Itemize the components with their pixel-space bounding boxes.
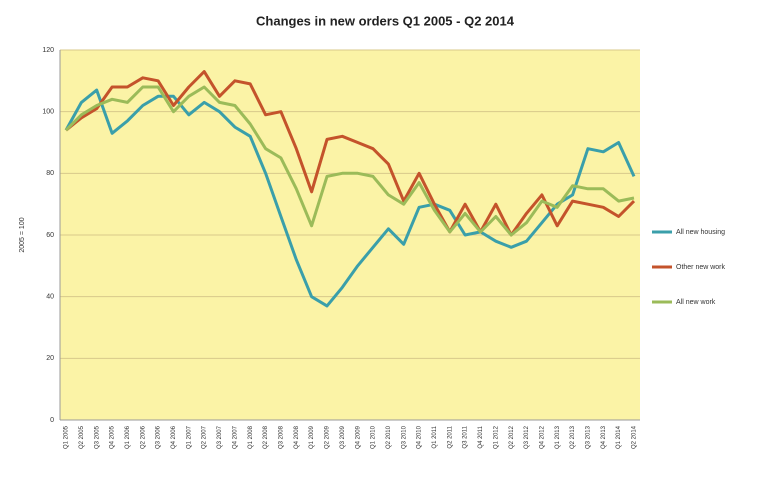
x-tick-label: Q1 2009: [309, 425, 315, 449]
x-tick-label: Q1 2013: [555, 425, 561, 449]
x-tick-label: Q2 2006: [140, 425, 146, 449]
line-series: [64, 88, 636, 308]
x-tick-label: Q1 2011: [432, 425, 438, 448]
x-tick-label: Q3 2007: [217, 425, 223, 449]
x-tick-label: Q4 2007: [232, 425, 238, 449]
line-series: [65, 70, 636, 237]
x-tick-label: Q3 2008: [278, 425, 284, 449]
x-tick-label: Q1 2010: [371, 425, 377, 449]
x-tick-label: Q1 2008: [248, 425, 254, 449]
x-tick-label: Q4 2006: [171, 425, 177, 449]
x-tick-label: Q3 2010: [401, 425, 407, 449]
x-tick-label: Q3 2005: [94, 425, 100, 449]
x-tick-label: Q1 2012: [493, 425, 499, 449]
x-tick-label: Q3 2012: [524, 425, 530, 449]
x-tick-label: Q2 2011: [447, 425, 453, 448]
y-axis-label: 2005 = 100: [19, 217, 26, 252]
y-tick-label: 0: [50, 417, 54, 424]
x-tick-label: Q2 2013: [570, 425, 576, 449]
x-tick-label: Q4 2005: [110, 425, 116, 449]
x-tick-label: Q4 2008: [294, 425, 300, 449]
x-tick-label: Q4 2011: [478, 425, 484, 448]
x-tick-label: Q4 2010: [417, 425, 423, 449]
x-tick-label: Q2 2010: [386, 425, 392, 449]
y-tick-label: 100: [42, 109, 54, 116]
y-tick-label: 120: [42, 47, 54, 54]
x-tick-label: Q2 2005: [79, 425, 85, 449]
x-tick-label: Q3 2009: [340, 425, 346, 449]
x-tick-label: Q4 2009: [355, 425, 361, 449]
x-tick-label: Q4 2013: [601, 425, 607, 449]
x-tick-label: Q1 2007: [186, 425, 192, 449]
legend-label: Other new work: [676, 264, 726, 271]
x-tick-label: Q2 2008: [263, 425, 269, 449]
x-tick-label: Q2 2014: [632, 425, 638, 449]
x-tick-label: Q2 2012: [509, 425, 515, 449]
x-tick-label: Q4 2012: [539, 425, 545, 449]
x-tick-label: Q2 2009: [325, 425, 331, 449]
y-tick-label: 40: [46, 294, 54, 301]
legend: All new housing Other new work All new wor…: [652, 229, 726, 306]
x-tick-label: Q3 2006: [156, 425, 162, 449]
x-tick-label: Q1 2006: [125, 425, 131, 449]
y-tick-label: 20: [46, 355, 54, 362]
x-tick-label: Q2 2007: [202, 425, 208, 449]
x-tick-label: Q3 2013: [586, 425, 592, 449]
legend-label: All new housing: [676, 229, 725, 236]
y-tick-label: 80: [46, 170, 54, 177]
line-series: [64, 85, 635, 237]
x-tick-label: Q1 2005: [64, 425, 70, 449]
x-tick-label: Q3 2011: [463, 425, 469, 448]
y-tick-label: 60: [46, 232, 54, 239]
legend-label: All new work: [676, 299, 716, 306]
x-tick-label: Q1 2014: [616, 425, 622, 449]
chart-title: Changes in new orders Q1 2005 - Q2 2014: [256, 13, 515, 28]
